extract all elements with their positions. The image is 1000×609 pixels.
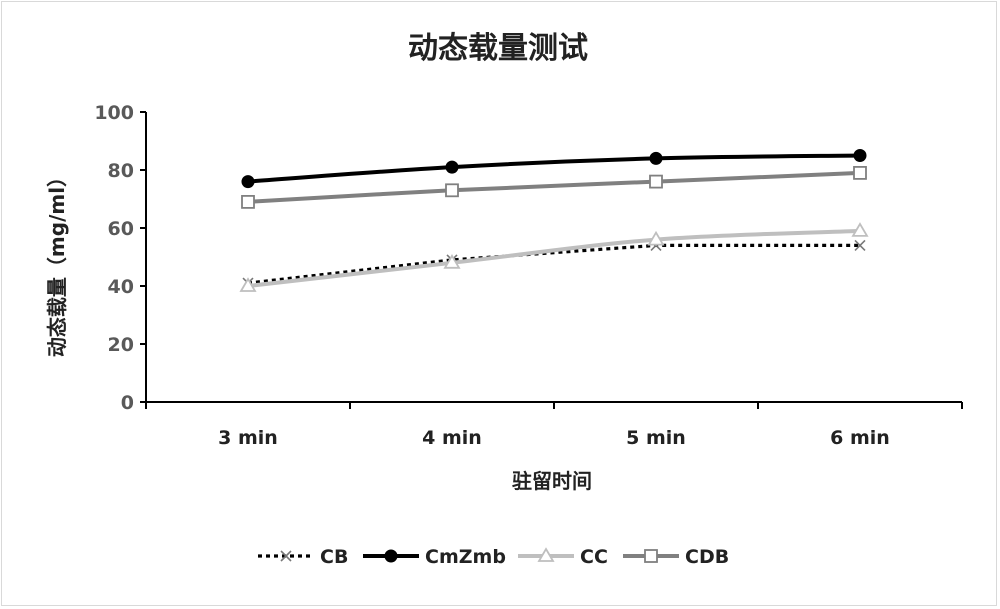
plot-area [239,149,869,292]
x-tick-label: 4 min [422,427,482,449]
series-cc [239,222,869,292]
y-axis: 0 20 40 60 80 100 [94,102,146,414]
y-axis-title: 动态载量（mg/ml） [45,167,69,357]
data-point-cmzmb [649,151,663,165]
data-point-cdb [241,194,255,209]
data-point-cc [443,254,461,269]
series-cb [242,239,866,289]
data-point-cdb [649,174,663,189]
series-line-cb [247,243,860,285]
legend-label: CDB [685,546,729,568]
series-cmzmb [241,149,867,189]
data-point-cmzmb [241,175,255,189]
legend-item-cmzmb: CmZmb [363,546,506,568]
y-tick-label: 60 [108,218,134,240]
data-point-cc [239,277,257,292]
y-tick-label: 100 [94,102,134,124]
data-point-cc [851,222,869,237]
data-point-cc [647,230,665,246]
x-tick-label: 3 min [218,427,278,449]
series-line-cdb [246,170,862,204]
legend-item-cc: CC [518,546,608,568]
legend-marker [384,549,398,563]
legend: CB CmZmb CC CDB [258,546,729,568]
legend-marker [537,547,555,562]
y-tick-label: 0 [121,392,134,414]
data-point-cmzmb [853,149,867,162]
y-tick-label: 40 [108,276,134,298]
legend-marker [280,550,292,562]
x-axis-title: 驻留时间 [512,469,592,493]
data-point-cmzmb [445,160,459,174]
series-line-cc [246,228,862,288]
chart-title: 动态载量测试 [408,31,588,66]
x-axis: 3 min 4 min 5 min 6 min [145,402,963,449]
y-tick-label: 80 [108,160,134,182]
x-tick-label: 5 min [626,427,686,449]
x-tick-label: 6 min [830,427,890,449]
legend-label: CC [580,546,608,568]
legend-item-cb: CB [258,546,348,568]
series-line-cmzmb [246,153,862,184]
legend-label: CmZmb [425,546,506,568]
legend-item-cdb: CDB [623,546,729,568]
data-point-cb [854,239,866,251]
legend-label: CB [320,546,348,568]
series-cdb [241,165,867,209]
data-point-cdb [445,183,459,198]
legend-marker [644,549,658,563]
data-point-cdb [853,165,867,180]
y-tick-label: 20 [108,334,134,356]
